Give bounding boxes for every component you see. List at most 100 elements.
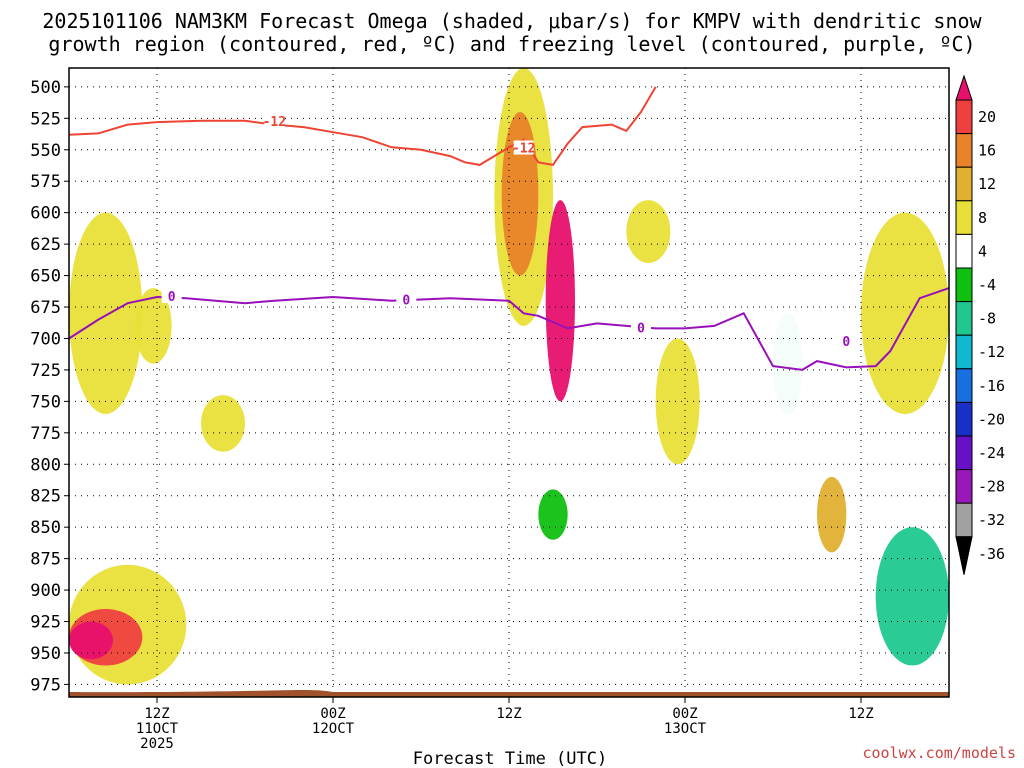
freezing-level-label-2: 0 [637, 321, 645, 336]
colorbar-swatch-13 [955, 502, 973, 538]
omega-region-19 [861, 212, 949, 414]
y-tick-label-525: 525 [30, 109, 61, 129]
colorbar-label-4: 4 [978, 242, 987, 260]
chart-title-line2: growth region (contoured, red, ºC) and f… [48, 32, 976, 56]
colorbar-swatch-10 [955, 401, 973, 437]
chart-title-line1: 2025101106 NAM3KM Forecast Omega (shaded… [42, 9, 982, 33]
colorbar-swatch-4 [955, 200, 973, 235]
omega-region-8 [406, 68, 436, 289]
dendritic-contour-label-1: -12 [512, 142, 535, 157]
omega-region-12 [538, 489, 568, 540]
y-tick-label-575: 575 [30, 172, 61, 192]
terrain-fill [69, 689, 949, 697]
y-tick-label-725: 725 [30, 361, 61, 381]
x-tick-label-24-0: 00Z [320, 706, 345, 722]
omega-region-14 [655, 338, 700, 465]
x-tick-label-36-0: 12Z [496, 706, 521, 722]
x-tick-label-48-0: 00Z [672, 706, 697, 722]
y-tick-label-700: 700 [30, 329, 61, 349]
colorbar-label-7: -12 [978, 343, 1005, 361]
colorbar-label-3: 8 [978, 209, 987, 227]
x-tick-label-24-1: 12OCT [312, 721, 355, 737]
omega-region-18 [875, 68, 935, 213]
y-tick-label-500: 500 [30, 78, 61, 98]
y-tick-label-775: 775 [30, 424, 61, 444]
colorbar-label-12: -32 [978, 511, 1005, 529]
freezing-level-line [69, 287, 949, 371]
colorbar-label-5: -4 [978, 276, 996, 294]
omega-region-3 [201, 395, 245, 452]
y-tick-label-625: 625 [30, 235, 61, 255]
omega-region-13 [626, 200, 671, 263]
colorbar-swatch-7 [955, 301, 973, 336]
freezing-level-label-bg-3 [836, 334, 857, 349]
x-tick-label-48-1: 13OCT [664, 721, 707, 737]
colorbar-label-0: 20 [978, 108, 996, 126]
y-tick-label-900: 900 [30, 581, 61, 601]
y-tick-label-950: 950 [30, 644, 61, 664]
colorbar-label-13: -36 [978, 545, 1005, 563]
x-axis-label: Forecast Time (UTC) [413, 749, 607, 768]
colorbar: 20 16 12 8 4 -4 -8 -12 -16 -20 -24 -28 -32 -36 [955, 74, 1005, 575]
terrain-surface [69, 689, 949, 697]
y-tick-label-975: 975 [30, 675, 61, 695]
colorbar-label-10: -24 [978, 444, 1005, 462]
colorbar-label-9: -20 [978, 410, 1005, 428]
omega-region-10 [501, 112, 539, 276]
credit-link[interactable]: coolwx.com/models [862, 744, 1016, 762]
colorbar-label-1: 16 [978, 142, 996, 160]
y-tick-label-800: 800 [30, 455, 61, 475]
colorbar-label-2: 12 [978, 175, 996, 193]
colorbar-swatch-5 [955, 233, 973, 269]
omega-shading [69, 68, 949, 685]
colorbar-bottom-arrow [955, 536, 973, 575]
dendritic-contour-label-bg-0 [264, 114, 285, 129]
y-axis: 500 525 550 575 600 625 650 675 700 725 750 775 800 8… [30, 78, 69, 695]
x-tick-label-12-0: 12Z [144, 706, 169, 722]
dendritic-contour-label-0: -12 [263, 115, 286, 130]
colorbar-swatch-12 [955, 469, 973, 504]
omega-region-2 [135, 288, 172, 364]
colorbar-top-arrow [955, 74, 973, 101]
freezing-level-label-bg-1 [396, 292, 417, 307]
omega-region-16 [758, 275, 818, 666]
y-tick-label-675: 675 [30, 298, 61, 318]
contours: -12 -12 0 0 0 0 [69, 86, 949, 371]
colorbar-label-8: -16 [978, 377, 1005, 395]
y-tick-label-750: 750 [30, 392, 61, 412]
omega-region-0 [91, 68, 121, 138]
colorbar-swatch-11 [955, 435, 973, 471]
omega-region-1 [69, 212, 143, 414]
colorbar-label-11: -28 [978, 478, 1005, 496]
omega-region-7 [69, 621, 113, 660]
freezing-level-label-bg-2 [631, 320, 651, 335]
y-tick-label-875: 875 [30, 550, 61, 570]
y-tick-label-925: 925 [30, 613, 61, 633]
colorbar-swatch-6 [955, 267, 973, 303]
omega-region-20 [875, 527, 949, 666]
dendritic-contour-line [69, 86, 657, 166]
colorbar-swatch-9 [955, 368, 973, 403]
y-tick-label-650: 650 [30, 267, 61, 287]
freezing-level-label-0: 0 [168, 290, 176, 305]
freezing-level-label-1: 0 [402, 294, 410, 309]
y-tick-label-600: 600 [30, 204, 61, 224]
x-tick-label-12-1: 11OCT [136, 721, 179, 737]
x-tick-label-60-0: 12Z [848, 706, 873, 722]
freezing-level-label-bg-0 [161, 288, 182, 303]
colorbar-swatch-8 [955, 334, 973, 370]
omega-region-11 [545, 200, 575, 402]
y-tick-label-850: 850 [30, 518, 61, 538]
colorbar-label-6: -8 [978, 310, 996, 328]
x-tick-label-12-2: 2025 [140, 736, 174, 752]
colorbar-swatch-3 [955, 166, 973, 202]
dendritic-contour-label-bg-1 [513, 140, 534, 155]
omega-region-4 [69, 464, 91, 540]
y-tick-label-825: 825 [30, 487, 61, 507]
y-tick-label-550: 550 [30, 141, 61, 161]
freezing-level-label-3: 0 [842, 335, 850, 350]
omega-region-17 [817, 476, 847, 553]
colorbar-swatch-2 [955, 133, 973, 168]
